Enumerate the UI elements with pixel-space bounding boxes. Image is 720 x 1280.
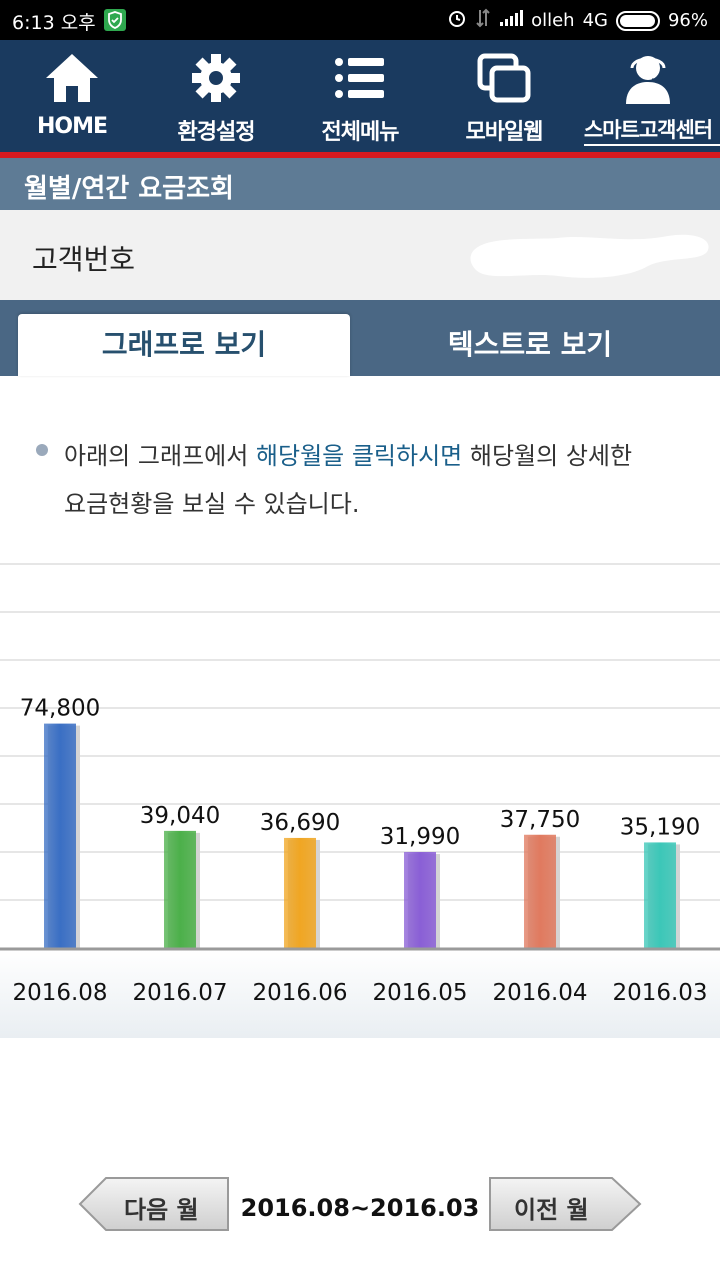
- nav-mobile-web[interactable]: 모바일웹: [432, 40, 576, 152]
- status-bar: 6:13 오후 olleh 4G 96%: [0, 0, 720, 40]
- nav-home[interactable]: HOME: [0, 40, 144, 152]
- gear-icon: [186, 50, 246, 106]
- nav-smart-center[interactable]: 스마트고객센터: [576, 40, 720, 152]
- battery-percent: 96%: [667, 10, 708, 31]
- data-transfer-icon: [475, 8, 491, 33]
- notice-highlight: 해당월을 클릭하시면: [255, 442, 463, 470]
- left-arrow-button-shape: [78, 1177, 229, 1231]
- windows-icon: [474, 50, 534, 106]
- tab-graph-view[interactable]: 그래프로 보기: [18, 314, 350, 376]
- redacted-customer-number: [470, 234, 709, 278]
- headset-icon: [618, 50, 678, 106]
- category-label[interactable]: 2016.05: [372, 980, 467, 1006]
- bar-2016.04[interactable]: [524, 834, 556, 948]
- shield-icon: [104, 9, 126, 31]
- value-label: 74,800: [20, 696, 100, 722]
- value-label: 35,190: [620, 814, 700, 840]
- notice-text-line2: 요금현황을 보실 수 있습니다.: [64, 490, 360, 518]
- value-label: 39,040: [140, 803, 220, 829]
- nav-smart-center-label: 스마트고객센터: [583, 118, 713, 142]
- notice-text-pre: 아래의 그래프에서: [64, 442, 256, 470]
- signal-icon: [499, 9, 524, 32]
- value-label: 36,690: [260, 810, 340, 836]
- right-arrow-button-shape: [489, 1177, 642, 1231]
- section-header: 월별/연간 요금조회: [0, 158, 720, 210]
- previous-month-label: 이전 월: [514, 1196, 589, 1224]
- previous-month-button[interactable]: 이전 월: [488, 1176, 642, 1232]
- customer-row: 고객번호: [0, 210, 720, 300]
- category-label[interactable]: 2016.04: [492, 980, 587, 1006]
- network-type: 4G: [582, 10, 608, 31]
- nav-settings[interactable]: 환경설정: [144, 40, 288, 152]
- tab-text-view[interactable]: 텍스트로 보기: [447, 328, 613, 361]
- month-pager: 다음 월 2016.08~2016.03 이전 월: [0, 1170, 720, 1240]
- category-label[interactable]: 2016.03: [612, 980, 707, 1006]
- carrier-name: olleh: [531, 10, 575, 31]
- value-label: 31,990: [380, 824, 460, 850]
- next-month-label: 다음 월: [124, 1196, 199, 1224]
- bar-2016.07[interactable]: [164, 830, 196, 948]
- category-label[interactable]: 2016.08: [12, 980, 107, 1006]
- status-indicators: olleh 4G 96%: [447, 8, 708, 33]
- category-label[interactable]: 2016.06: [252, 980, 347, 1006]
- date-range: 2016.08~2016.03: [240, 1194, 480, 1222]
- value-label: 37,750: [500, 807, 580, 833]
- nav-home-label: HOME: [36, 114, 108, 139]
- bar-2016.03[interactable]: [644, 842, 676, 948]
- top-nav: HOME 환경설정 전체메뉴 모바일웹 스마트고객센터: [0, 40, 720, 152]
- nav-settings-label: 환경설정: [177, 120, 256, 145]
- notice: 아래의 그래프에서 해당월을 클릭하시면 해당월의 상세한 요금현황을 보실 수…: [36, 432, 686, 528]
- category-label[interactable]: 2016.07: [132, 980, 227, 1006]
- list-icon: [330, 50, 390, 106]
- nav-mobile-web-label: 모바일웹: [465, 120, 544, 145]
- nav-all-menu-label: 전체메뉴: [321, 120, 400, 145]
- notice-text-post: 해당월의 상세한: [462, 442, 633, 470]
- next-month-button[interactable]: 다음 월: [78, 1176, 230, 1232]
- status-time: 6:13 오후: [12, 12, 96, 34]
- axis-background: [0, 950, 720, 1038]
- nav-divider: [0, 152, 720, 158]
- alarm-icon: [447, 8, 467, 33]
- bar-2016.06[interactable]: [284, 837, 316, 948]
- battery-icon: [615, 10, 660, 31]
- section-title: 월별/연간 요금조회: [24, 174, 234, 204]
- bullet-icon: [36, 444, 48, 456]
- customer-number-label: 고객번호: [32, 243, 136, 276]
- home-icon: [42, 50, 102, 106]
- monthly-charges-chart: 74,800 2016.08 39,040 2016.07 36,690 2016.06 3…: [0, 563, 720, 1038]
- nav-all-menu[interactable]: 전체메뉴: [288, 40, 432, 152]
- bar-2016.08[interactable]: [44, 723, 76, 948]
- view-tabs: 그래프로 보기 텍스트로 보기: [0, 300, 720, 376]
- bar-2016.05[interactable]: [404, 852, 436, 948]
